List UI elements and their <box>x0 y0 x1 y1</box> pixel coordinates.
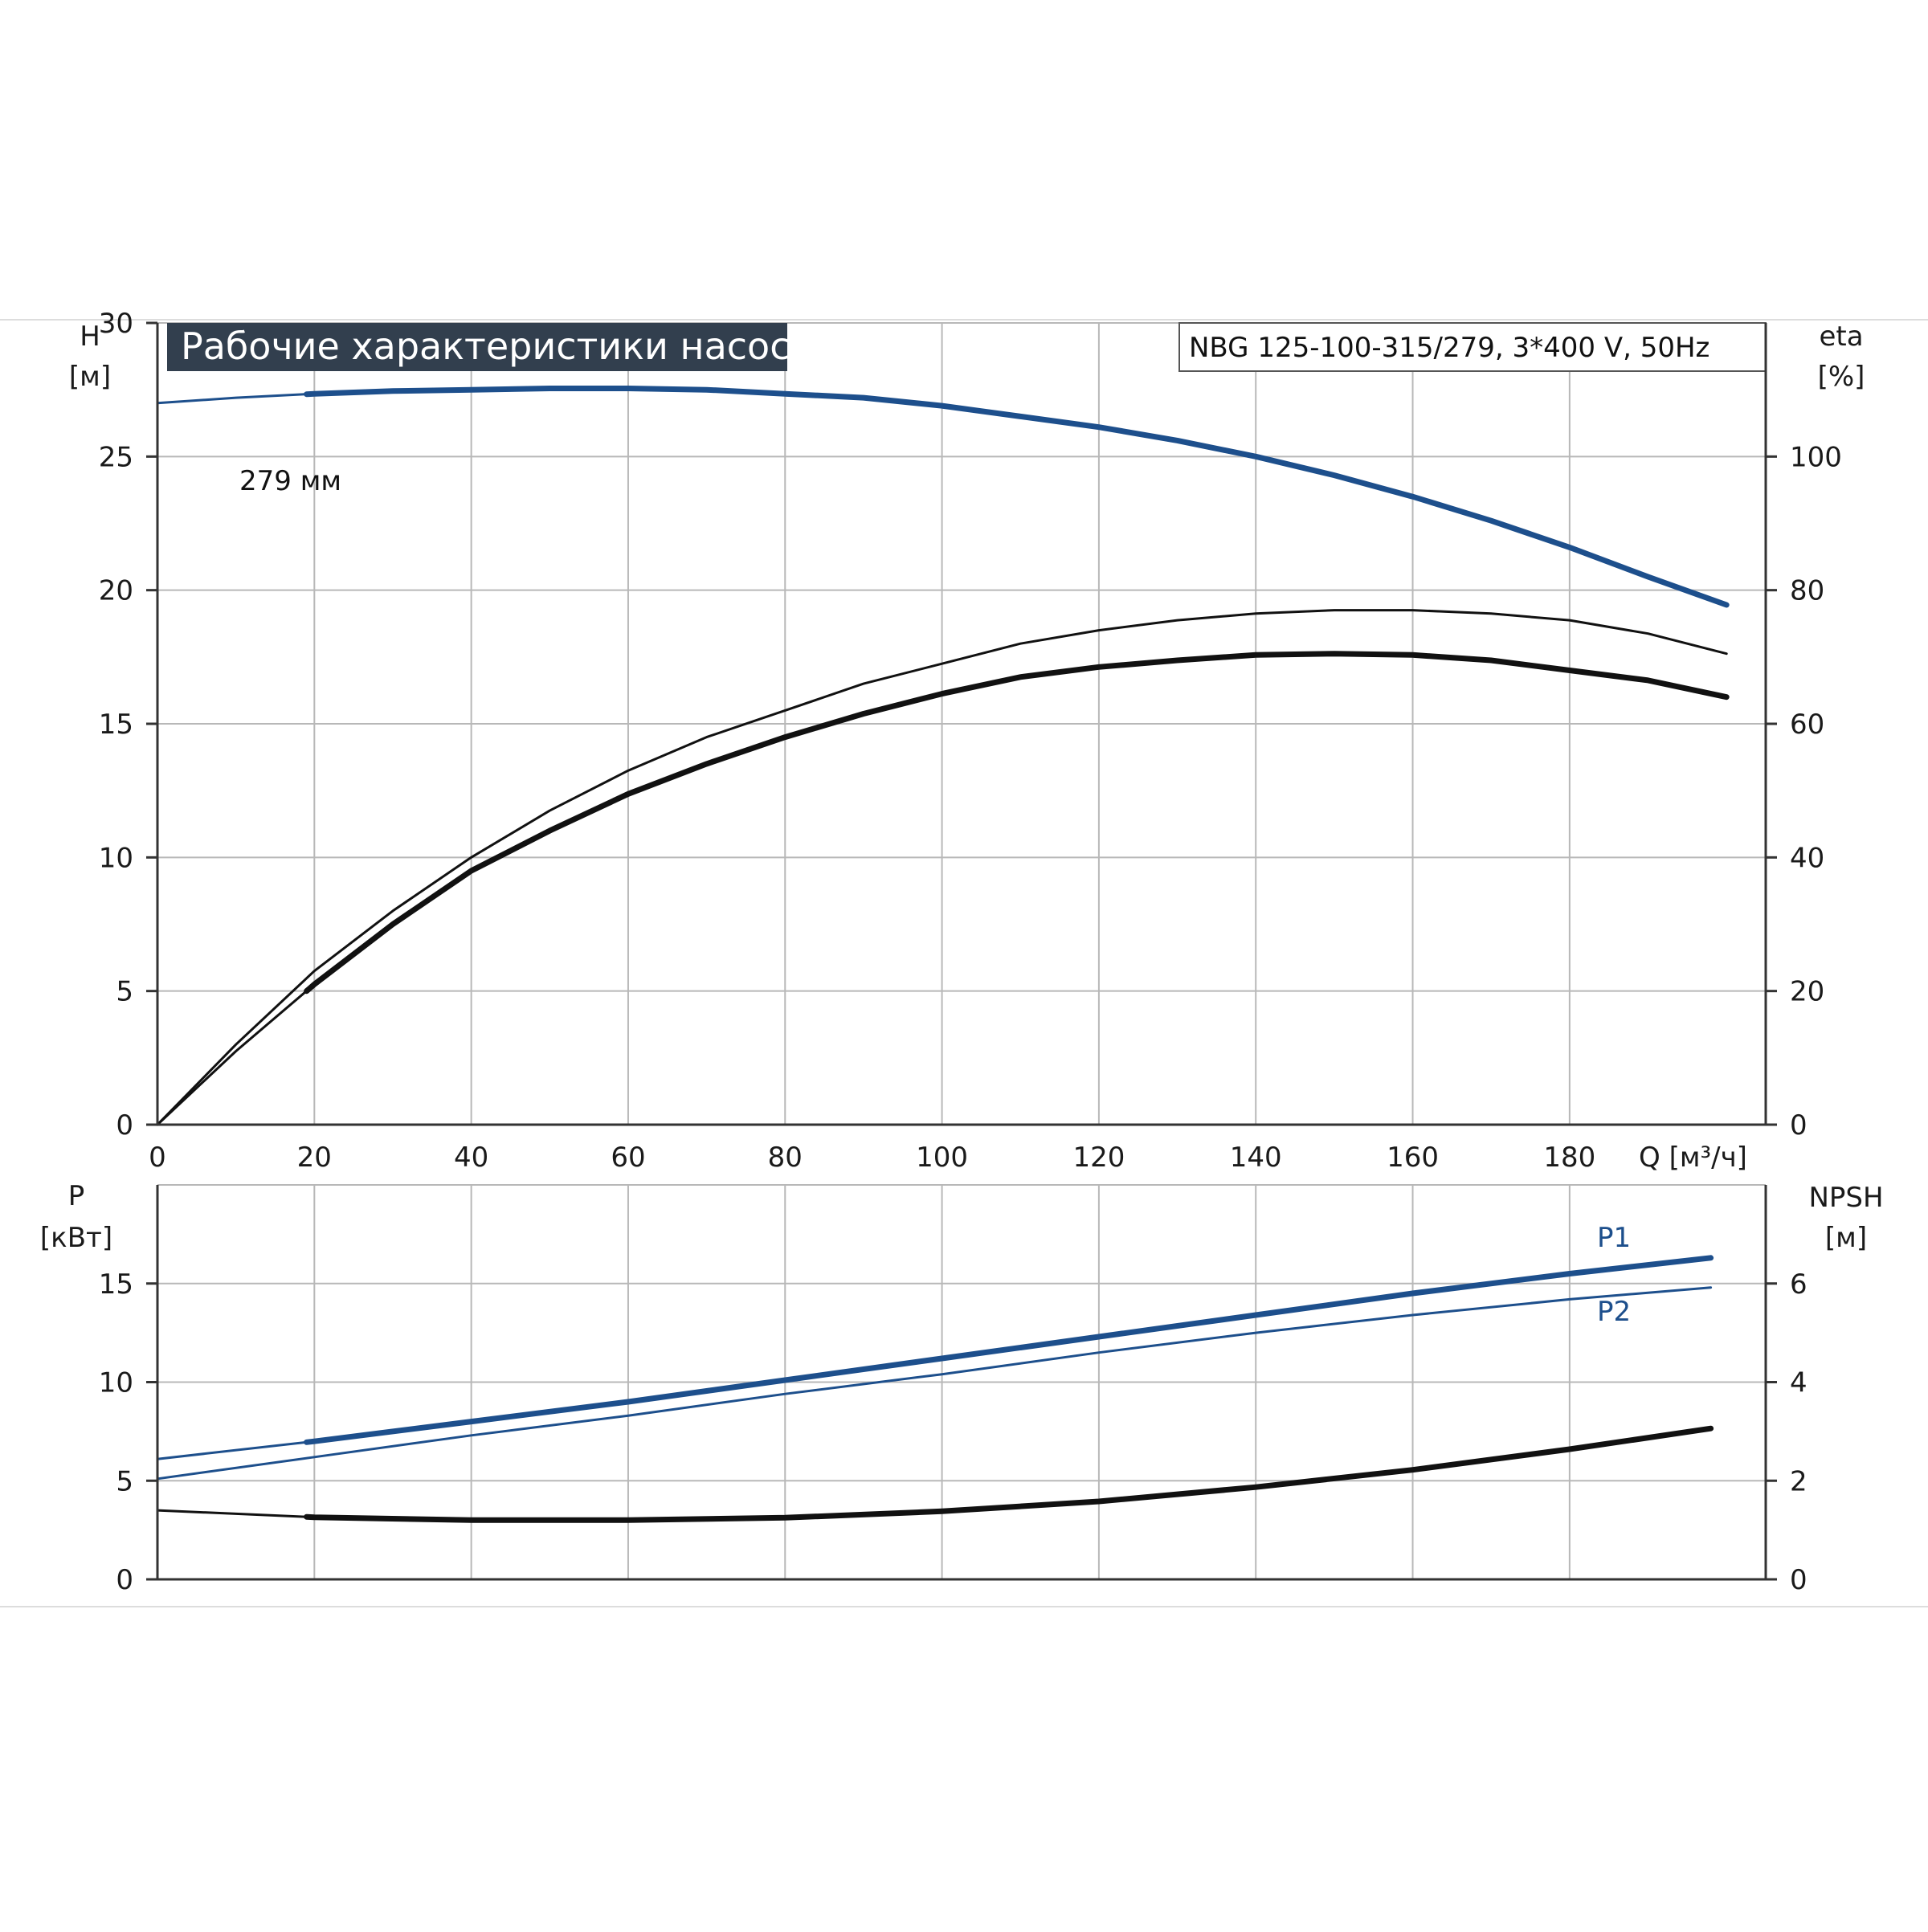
xtick-label-40: 40 <box>454 1142 488 1174</box>
top-ytick-label-0: 0 <box>116 1109 133 1142</box>
top-y2tick-label-60: 60 <box>1790 709 1824 741</box>
xtick-label-80: 80 <box>768 1142 803 1174</box>
top-y2-axis-title: eta <box>1819 321 1863 353</box>
top-y2tick-label-20: 20 <box>1790 976 1824 1008</box>
bottom-y2-axis-title: NPSH <box>1808 1182 1883 1214</box>
bottom-series-1-thin <box>156 1286 1713 1481</box>
xtick-label-140: 140 <box>1230 1142 1282 1174</box>
xtick-label-0: 0 <box>149 1142 166 1174</box>
bottom-y-axis-title: P <box>68 1180 85 1212</box>
xtick-label-60: 60 <box>611 1142 645 1174</box>
bottom-series-2-thin <box>156 1427 1713 1522</box>
bottom-y-axis-unit: [кВт] <box>40 1222 112 1254</box>
top-y2tick-label-100: 100 <box>1790 441 1842 473</box>
top-y2tick-label-0: 0 <box>1790 1109 1808 1142</box>
chart-title: Рабочие характеристики насоса <box>181 325 813 368</box>
model-background <box>1178 322 1767 372</box>
bottom-series-0-bold <box>304 1255 1714 1445</box>
xtick-label-180: 180 <box>1543 1142 1595 1174</box>
xtick-label-20: 20 <box>297 1142 332 1174</box>
top-ytick-label-25: 25 <box>99 441 133 473</box>
top-y2tick-label-80: 80 <box>1790 575 1824 607</box>
top-y-axis-title: H <box>80 321 100 353</box>
bottom-ytick-label-15: 15 <box>99 1268 133 1301</box>
bottom-y2-axis-unit: [м] <box>1825 1222 1867 1254</box>
model-info-box: NBG 125-100-315/279, 3*400 V, 50Hz <box>1178 322 1767 372</box>
chart-title-box: Рабочие характеристики насоса <box>167 323 813 371</box>
bottom-y2tick-label-4: 4 <box>1790 1367 1808 1399</box>
top-ytick-label-5: 5 <box>116 976 133 1008</box>
top-ytick-label-15: 15 <box>99 709 133 741</box>
model-label: NBG 125-100-315/279, 3*400 V, 50Hz <box>1189 332 1709 364</box>
title-background <box>167 323 787 371</box>
bottom-ytick-label-0: 0 <box>116 1564 133 1596</box>
p2-label: P2 <box>1597 1296 1631 1328</box>
bottom-y2tick-label-6: 6 <box>1790 1268 1808 1301</box>
bottom-y2tick-label-0: 0 <box>1790 1564 1808 1596</box>
top-y2-axis-unit: [%] <box>1818 361 1865 393</box>
top-y2tick-label-40: 40 <box>1790 842 1824 874</box>
top-ytick-label-10: 10 <box>99 842 133 874</box>
top-series-2-bold <box>304 651 1730 995</box>
top-ytick-label-30: 30 <box>99 308 133 340</box>
top-series-1-thin <box>156 609 1728 1126</box>
top-series-0-bold <box>304 386 1730 608</box>
xtick-label-100: 100 <box>916 1142 968 1174</box>
xtick-label-120: 120 <box>1072 1142 1125 1174</box>
p1-label: P1 <box>1597 1222 1631 1254</box>
top-y-axis-unit: [м] <box>69 361 111 393</box>
xtick-label-160: 160 <box>1387 1142 1439 1174</box>
bottom-ytick-label-5: 5 <box>116 1465 133 1497</box>
impeller-diameter-label: 279 мм <box>239 465 341 497</box>
bottom-y2tick-label-2: 2 <box>1790 1465 1808 1497</box>
series-layer <box>156 386 1730 1523</box>
top-ytick-label-20: 20 <box>99 575 133 607</box>
bottom-ytick-label-10: 10 <box>99 1367 133 1399</box>
bottom-series-2-bold <box>304 1425 1714 1523</box>
x-axis-title: Q [м³/ч] <box>1639 1142 1747 1174</box>
top-plot-grid <box>157 322 1766 1125</box>
